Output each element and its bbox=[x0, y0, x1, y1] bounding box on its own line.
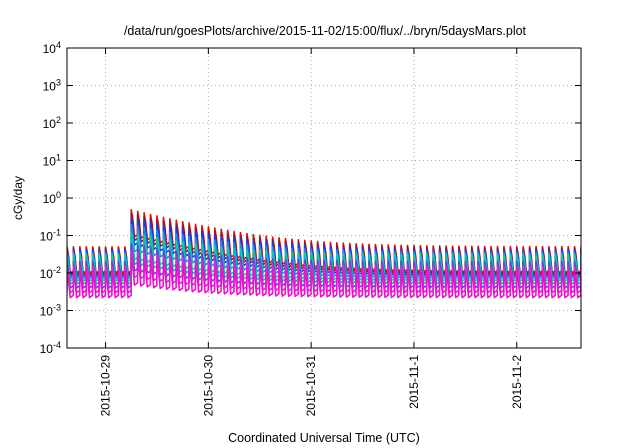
x-tick-label: 2015-11-1 bbox=[407, 355, 421, 409]
y-tick-exponent: -1 bbox=[53, 228, 61, 238]
x-axis-label: Coordinated Universal Time (UTC) bbox=[228, 431, 420, 445]
y-tick-base: 10 bbox=[40, 305, 54, 319]
x-tick-label: 2015-10-29 bbox=[99, 355, 113, 417]
y-tick-exponent: 0 bbox=[56, 190, 61, 200]
y-tick-base: 10 bbox=[40, 267, 54, 281]
y-tick-base: 10 bbox=[43, 117, 57, 131]
x-tick-label: 2015-10-30 bbox=[201, 355, 215, 417]
y-tick-label: 102 bbox=[43, 115, 61, 131]
y-axis-label: cGy/day bbox=[11, 176, 25, 220]
y-tick-base: 10 bbox=[43, 80, 57, 94]
series-group bbox=[67, 209, 581, 299]
series-line bbox=[67, 257, 581, 299]
y-tick-label: 10-1 bbox=[40, 228, 61, 244]
y-tick-label: 101 bbox=[43, 153, 61, 169]
y-tick-label: 104 bbox=[43, 40, 61, 56]
y-tick-label: 10-4 bbox=[40, 340, 61, 356]
y-tick-label: 103 bbox=[43, 78, 61, 94]
y-tick-exponent: -4 bbox=[53, 340, 61, 350]
x-axis: 2015-10-29 2015-10-30 2015-10-31 2015-11-1 2… bbox=[99, 48, 524, 416]
y-tick-base: 10 bbox=[43, 192, 57, 206]
grid bbox=[67, 48, 581, 348]
y-tick-base: 10 bbox=[43, 155, 57, 169]
y-tick-exponent: 3 bbox=[56, 78, 61, 88]
y-tick-label: 10-2 bbox=[40, 265, 61, 281]
y-tick-base: 10 bbox=[40, 342, 54, 356]
y-tick-label: 100 bbox=[43, 190, 61, 206]
y-tick-exponent: 2 bbox=[56, 115, 61, 125]
y-tick-label: 10-3 bbox=[40, 303, 61, 319]
y-tick-exponent: 4 bbox=[56, 40, 61, 50]
y-tick-exponent: -2 bbox=[53, 265, 61, 275]
chart-title: /data/run/goesPlots/archive/2015-11-02/1… bbox=[124, 24, 527, 38]
x-tick-label: 2015-10-31 bbox=[304, 355, 318, 417]
x-tick-label: 2015-11-2 bbox=[510, 355, 524, 409]
y-tick-exponent: 1 bbox=[56, 153, 61, 163]
y-tick-exponent: -3 bbox=[53, 303, 61, 313]
y-tick-base: 10 bbox=[43, 42, 57, 56]
y-tick-base: 10 bbox=[40, 230, 54, 244]
